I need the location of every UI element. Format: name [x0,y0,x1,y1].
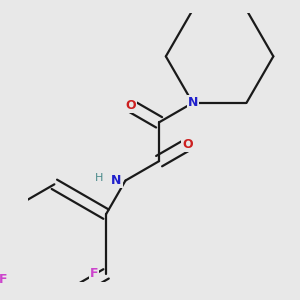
Text: O: O [125,99,136,112]
Text: H: H [94,172,103,183]
Text: F: F [0,273,7,286]
Text: N: N [111,174,122,187]
Text: F: F [90,267,98,280]
Text: N: N [188,96,198,110]
Text: O: O [182,138,193,151]
